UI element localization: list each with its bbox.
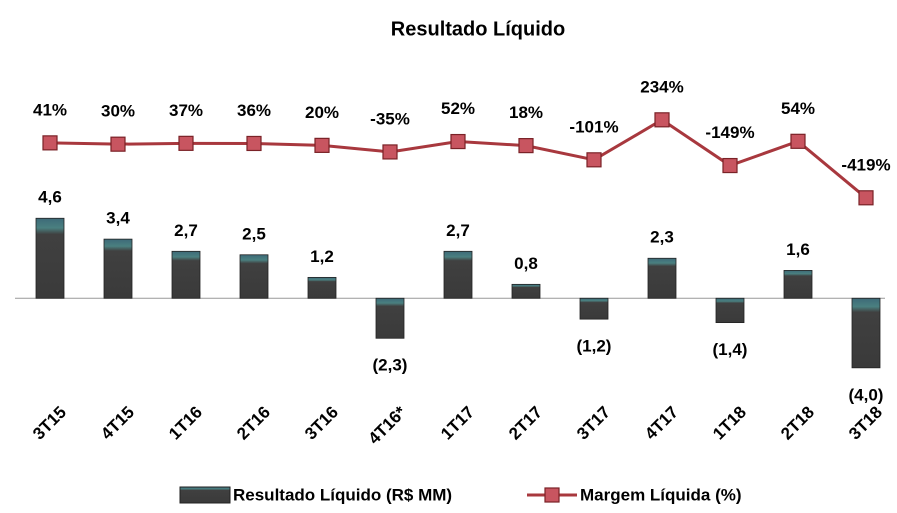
bar — [783, 270, 813, 299]
bar — [307, 276, 337, 299]
line-label: -101% — [569, 117, 618, 136]
line-label: 20% — [305, 103, 339, 122]
legend-label: Resultado Líquido (R$ MM) — [233, 485, 452, 504]
line-marker — [586, 152, 602, 168]
line-label: 18% — [509, 103, 543, 122]
bar — [715, 297, 745, 324]
line-marker — [790, 133, 806, 149]
line-label: 234% — [640, 77, 683, 96]
bar-label: 2,3 — [650, 228, 674, 247]
line-marker — [382, 144, 398, 160]
line-label: 30% — [101, 102, 135, 121]
line-label: -419% — [841, 155, 890, 174]
bar — [851, 297, 881, 369]
bar — [511, 283, 541, 299]
bar — [579, 297, 609, 320]
line-label: 52% — [441, 99, 475, 118]
x-tick-label: 3T17 — [573, 403, 614, 444]
legend-swatch — [179, 486, 231, 504]
bar-label: (1,4) — [713, 340, 748, 359]
x-tick-label: 1T18 — [709, 403, 750, 444]
bar — [103, 238, 133, 299]
bar-label: (2,3) — [373, 356, 408, 375]
line-label: -149% — [705, 123, 754, 142]
line-marker — [42, 135, 58, 151]
x-tick-label: 1T16 — [165, 403, 206, 444]
chart-title: Resultado Líquido — [391, 18, 565, 40]
bar-label: 2,7 — [446, 221, 470, 240]
bar-label: 4,6 — [38, 188, 62, 207]
bar — [239, 254, 269, 299]
x-tick-label: 4T15 — [97, 403, 138, 444]
x-tick-label: 1T17 — [437, 403, 478, 444]
bar-label: (4,0) — [849, 385, 884, 404]
x-tick-label: 3T15 — [29, 403, 70, 444]
x-tick-label: 3T18 — [845, 403, 886, 444]
x-tick-label: 2T16 — [233, 403, 274, 444]
bar-label: 2,5 — [242, 224, 266, 243]
line-marker — [314, 137, 330, 153]
legend-marker — [544, 487, 560, 503]
bar-label: 0,8 — [514, 254, 538, 273]
legend-label: Margem Líquida (%) — [580, 485, 742, 504]
line-marker — [110, 136, 126, 152]
line-marker — [246, 135, 262, 152]
line-label: -35% — [370, 109, 410, 128]
bar — [375, 297, 405, 339]
bar — [35, 217, 65, 299]
bar — [443, 250, 473, 299]
line-marker — [450, 133, 466, 150]
line-label: 54% — [781, 99, 815, 118]
line-label: 41% — [33, 100, 67, 119]
x-tick-label: 4T16* — [364, 402, 410, 448]
bar — [647, 257, 677, 299]
x-tick-label: 2T18 — [777, 403, 818, 444]
line-marker — [654, 112, 670, 128]
line-label: 36% — [237, 101, 271, 120]
line-marker — [858, 190, 874, 206]
line-marker — [178, 135, 194, 151]
bar-label: 3,4 — [106, 209, 130, 228]
bar-label: 1,6 — [786, 240, 810, 259]
line-marker — [722, 157, 738, 174]
bar-label: 2,7 — [174, 221, 198, 240]
bar — [171, 250, 201, 299]
x-tick-label: 3T16 — [301, 403, 342, 444]
bar-label: 1,2 — [310, 247, 334, 266]
x-tick-label: 2T17 — [505, 403, 546, 444]
bar-label: (1,2) — [577, 337, 612, 356]
x-tick-label: 4T17 — [641, 403, 682, 444]
line-marker — [518, 138, 534, 154]
line-label: 37% — [169, 101, 203, 120]
